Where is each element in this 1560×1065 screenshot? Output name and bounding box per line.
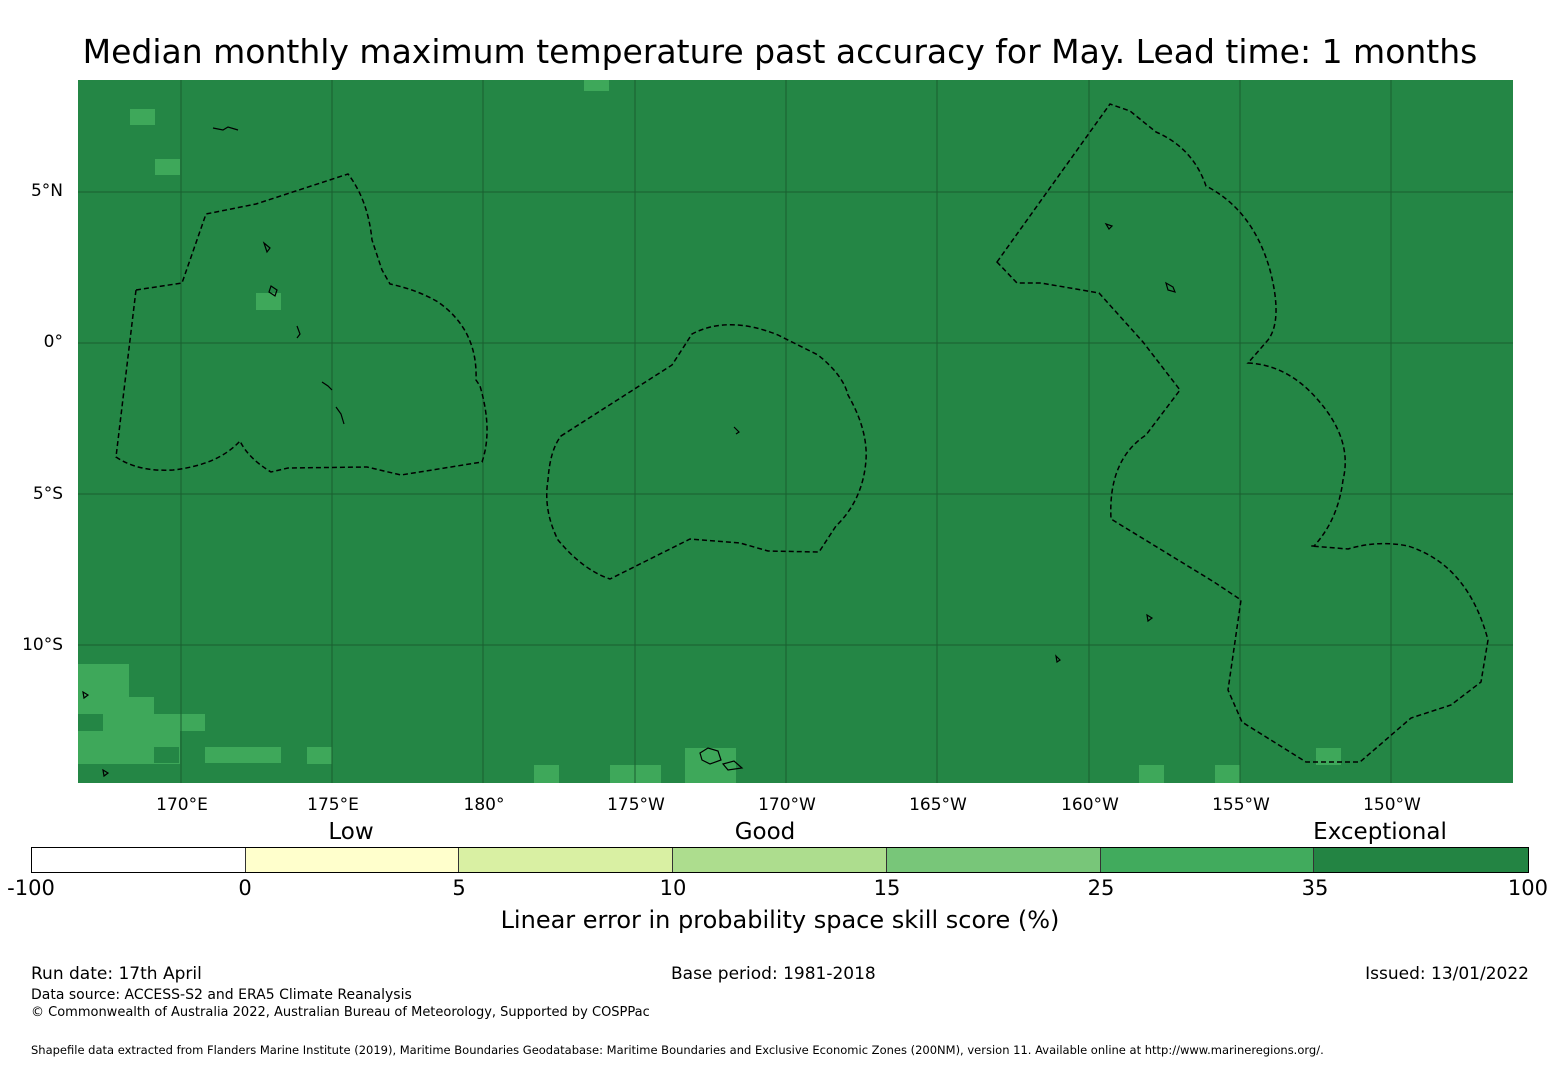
island-southwest-corner [82,690,90,700]
colorbar-segment [1100,848,1315,872]
island-nonouti [321,381,333,391]
lon-label-175w: 175°W [607,795,665,815]
skill-cell [584,80,609,91]
tick-label: 0 [238,876,252,900]
skill-cell [78,714,103,731]
lower-skill-cells [78,80,1341,783]
island-savaii [721,760,744,771]
skill-cell [180,714,205,731]
lat-label-equator: 0° [43,332,63,352]
lon-label-165w: 165°W [909,795,967,815]
lon-label-160w: 160°W [1061,795,1119,815]
island-tarawa [268,285,278,297]
lon-label-175e: 175°E [307,795,359,815]
map-background [78,80,1513,783]
skill-cell [154,747,179,763]
skill-cell [180,747,205,763]
skill-cell [1215,765,1240,783]
island-makin [262,241,271,254]
island-upolu [699,747,722,765]
skill-cell [130,109,155,125]
eez-boundaries [115,103,1489,763]
colorbar-segment [886,848,1101,872]
colorbar-segment [673,848,887,872]
island-manihiki [1055,654,1061,664]
island-penrhyn [1146,613,1154,623]
colorbar [31,847,1529,873]
skill-cell [1316,748,1341,765]
category-low: Low [328,819,374,845]
island-butaritari [212,126,239,131]
colorbar-segment [32,848,246,872]
lon-label-170w: 170°W [758,795,816,815]
lon-label-155w: 155°W [1212,795,1270,815]
tick-label: 25 [1087,876,1115,900]
issued-date: Issued: 13/01/2022 [1365,964,1529,984]
eez-boundary-tokelau-samoa [546,324,867,580]
island-abaiang [296,325,301,339]
tick-label: 15 [873,876,901,900]
shapefile-credit: Shapefile data extracted from Flanders M… [31,1043,1324,1057]
lat-label-10s: 10°S [22,635,63,655]
copyright: © Commonwealth of Australia 2022, Austra… [31,1005,650,1020]
skill-cell [256,293,281,310]
island-nukunonu [733,426,740,435]
skill-cell [685,748,736,783]
lon-label-180: 180° [463,795,505,815]
base-period: Base period: 1981-2018 [671,964,876,984]
lon-label-150w: 150°W [1363,795,1421,815]
island-outlines [82,126,1177,778]
colorbar-segment [1314,848,1528,872]
tick-label: 35 [1301,876,1329,900]
skill-cell [307,747,332,764]
lat-label-5n: 5°N [30,181,63,201]
colorbar-segment [245,848,460,872]
run-date: Run date: 17th April [31,964,202,984]
colorbar-title: Linear error in probability space skill … [500,906,1060,934]
skill-score-map [78,80,1513,783]
eez-boundary-kiribati-gilbert [115,173,488,476]
skill-cell [1139,765,1164,783]
graticule [78,80,1513,783]
skill-cell [78,664,129,697]
data-source: Data source: ACCESS-S2 and ERA5 Climate … [31,987,412,1003]
tick-label: 100 [1507,876,1548,900]
category-good: Good [734,819,796,845]
skill-cell [155,159,180,175]
tick-label: 5 [452,876,466,900]
island-tabiteuea [335,406,345,425]
tick-label: 10 [659,876,687,900]
island-fanning [1104,222,1114,230]
skill-cell [205,747,281,763]
skill-cell [78,697,103,714]
eez-boundary-kiribati-line [996,103,1489,763]
colorbar-segment [459,848,674,872]
skill-cell [103,697,154,714]
map-panel [78,80,1513,783]
category-exceptional: Exceptional [1313,819,1447,845]
lat-label-5s: 5°S [32,484,63,504]
island-southwest-corner-2 [102,768,110,778]
island-kiritimati [1165,281,1177,293]
skill-cell [534,765,559,783]
tick-label: -100 [7,876,55,900]
lon-label-170e: 170°E [156,795,208,815]
map-title: Median monthly maximum temperature past … [82,32,1478,71]
